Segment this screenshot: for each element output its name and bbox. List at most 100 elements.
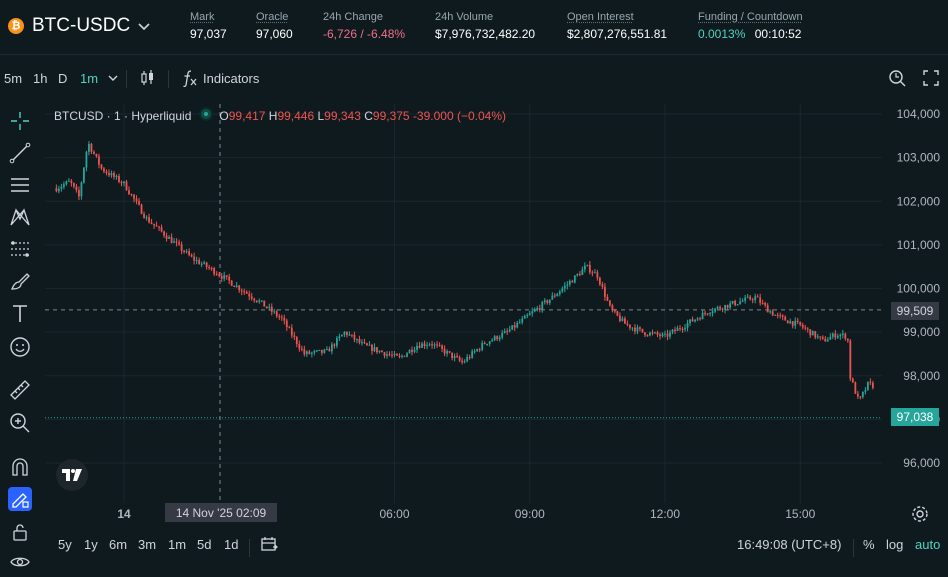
timeframe-d[interactable]: D: [58, 71, 68, 86]
chart-settings-gear-icon[interactable]: [911, 505, 929, 523]
range-3m[interactable]: 3m: [138, 537, 157, 552]
zoom-in-tool-icon[interactable]: [8, 411, 32, 435]
candle-body: [93, 151, 95, 154]
candle-body: [295, 336, 298, 345]
timeframe-5m[interactable]: 5m: [4, 71, 23, 86]
candle-body: [75, 186, 78, 191]
candle-body: [451, 352, 454, 359]
range-1y[interactable]: 1y: [84, 537, 98, 552]
legend-open-label: O: [219, 109, 229, 123]
candle-body: [423, 343, 426, 346]
chevron-down-icon[interactable]: [136, 18, 152, 34]
stay-in-drawing-mode-icon[interactable]: [8, 487, 32, 511]
candle-body: [761, 303, 764, 305]
fib-tool-icon[interactable]: [8, 237, 32, 261]
brush-tool-icon[interactable]: [8, 269, 32, 293]
candle-body: [576, 274, 579, 276]
candle-body: [278, 316, 281, 318]
range-1m[interactable]: 1m: [168, 537, 187, 552]
tradingview-logo-icon[interactable]: [56, 459, 88, 491]
text-tool-icon[interactable]: [8, 301, 32, 325]
crosshair-tool-icon[interactable]: [8, 109, 32, 133]
date-range-calendar-icon[interactable]: [259, 534, 279, 554]
indicators-button[interactable]: Indicators: [203, 71, 260, 86]
pair-title[interactable]: BTC-USDC: [32, 15, 131, 36]
stat-24h-change: 24h Change -6,726 / -6.48%: [323, 11, 405, 41]
magnet-tool-icon[interactable]: [8, 455, 32, 479]
candle-body: [381, 350, 383, 353]
horizontal-lines-tool-icon[interactable]: [8, 173, 32, 197]
fullscreen-icon[interactable]: [921, 68, 941, 88]
y-tick-label: 101,000: [897, 238, 941, 252]
zoom-settings-icon[interactable]: [887, 68, 907, 88]
candle-body: [313, 351, 316, 353]
candle-body: [744, 297, 747, 301]
ruler-tool-icon[interactable]: [8, 378, 32, 402]
candle-body: [724, 305, 727, 310]
crosshair-price-label: 99,509: [891, 302, 939, 320]
candle-body: [268, 306, 271, 308]
change-value: -6,726 / -6.48%: [323, 27, 406, 41]
candle-body: [538, 308, 541, 310]
emoji-tool-icon[interactable]: [8, 335, 32, 359]
candle-body: [699, 318, 701, 320]
timeframe-1m[interactable]: 1m: [80, 71, 99, 86]
candle-body: [664, 333, 666, 335]
candle-body: [789, 321, 792, 324]
trend-line-tool-icon[interactable]: [8, 141, 32, 165]
candle-body: [265, 306, 268, 308]
range-5d[interactable]: 5d: [197, 537, 212, 552]
candle-body: [60, 186, 63, 189]
timeframe-1h[interactable]: 1h: [33, 71, 48, 86]
candle-body: [536, 308, 539, 310]
y-tick-label: 99,000: [903, 325, 940, 339]
range-5y[interactable]: 5y: [58, 537, 72, 552]
candle-body: [441, 345, 443, 349]
candle-body: [766, 305, 769, 313]
candlestick-type-icon[interactable]: [138, 68, 158, 88]
y-tick-label: 103,000: [897, 151, 941, 165]
candle-body: [486, 343, 489, 345]
percent-scale-toggle[interactable]: %: [863, 537, 875, 552]
candle-body: [606, 296, 609, 301]
candle-body: [726, 305, 729, 308]
candle-body: [679, 328, 681, 330]
candle-body: [634, 327, 636, 332]
candle-body: [864, 390, 867, 392]
candle-body: [135, 198, 138, 201]
timeframe-chevron-icon[interactable]: [103, 68, 123, 88]
candle-body: [518, 322, 521, 324]
candle-body: [661, 333, 664, 337]
timezone-clock[interactable]: 16:49:08 (UTC+8): [737, 537, 842, 552]
range-6m[interactable]: 6m: [109, 537, 128, 552]
candle-body: [716, 306, 719, 309]
candle-body: [776, 314, 779, 316]
candle-body: [471, 351, 474, 358]
candle-body: [849, 340, 852, 379]
candle-body: [814, 331, 817, 338]
candle-body: [218, 274, 221, 277]
lock-drawings-icon[interactable]: [8, 520, 32, 544]
candle-body: [356, 338, 358, 340]
candle-body: [403, 355, 406, 357]
hide-drawings-icon[interactable]: [8, 550, 32, 574]
candle-body: [283, 318, 286, 321]
range-1d[interactable]: 1d: [224, 537, 239, 552]
legend-symbol[interactable]: BTCUSD · 1 · Hyperliquid: [54, 109, 192, 123]
candle-body: [103, 168, 105, 172]
candle-body: [280, 317, 283, 319]
indicators-fx-icon[interactable]: [179, 68, 199, 88]
candle-body: [245, 291, 248, 294]
candle-body: [551, 295, 554, 300]
candle-body: [508, 329, 511, 332]
candle-body: [170, 237, 173, 243]
candle-body: [836, 336, 839, 338]
candle-body: [704, 312, 706, 314]
log-scale-toggle[interactable]: log: [886, 537, 904, 552]
pattern-tool-icon[interactable]: [8, 205, 32, 229]
stat-value: $7,976,732,482.20: [435, 27, 536, 41]
auto-scale-toggle[interactable]: auto: [915, 537, 941, 552]
candle-body: [288, 327, 291, 329]
candle-body: [779, 315, 782, 317]
